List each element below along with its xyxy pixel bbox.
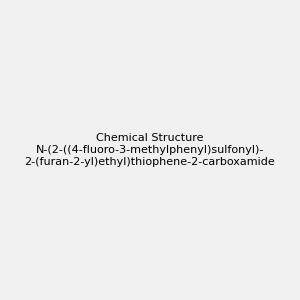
Text: Chemical Structure
N-(2-((4-fluoro-3-methylphenyl)sulfonyl)-
2-(furan-2-yl)ethyl: Chemical Structure N-(2-((4-fluoro-3-met…	[25, 134, 275, 166]
